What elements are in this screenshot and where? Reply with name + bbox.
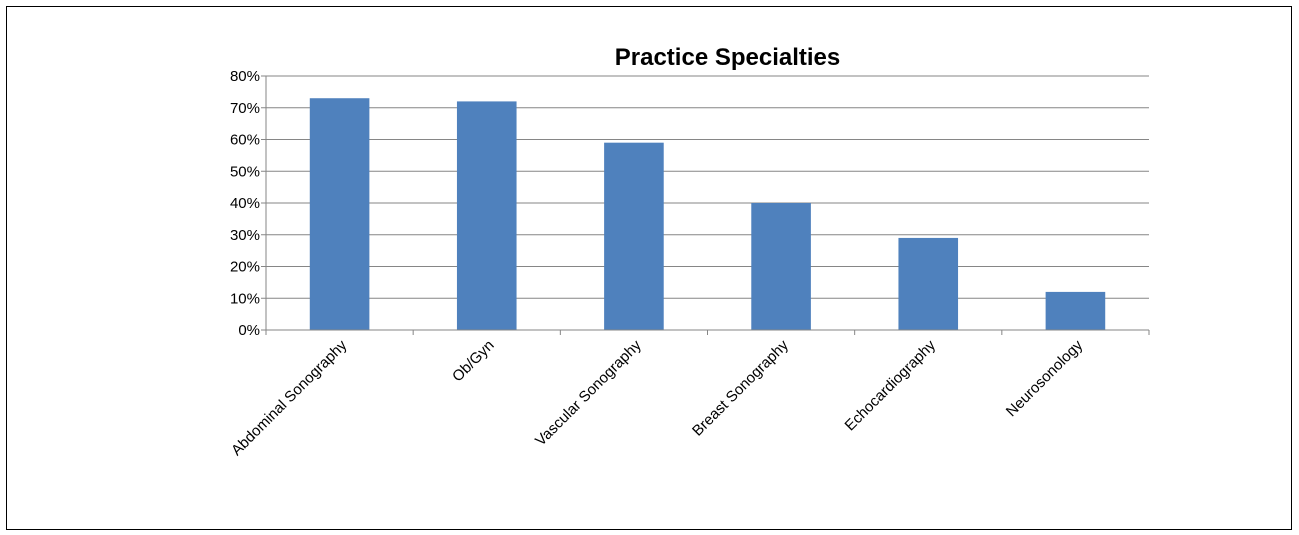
- y-tick-label: 70%: [230, 100, 260, 117]
- y-tick-label: 60%: [230, 132, 260, 149]
- x-category-label: Neurosonology: [1003, 336, 1087, 420]
- y-tick-label: 30%: [230, 227, 260, 244]
- y-tick-label: 20%: [230, 259, 260, 276]
- bar: [456, 101, 517, 331]
- bars: [309, 98, 1106, 331]
- y-tick-labels: 0% 10% 20% 30% 40% 50% 60% 70% 80%: [230, 68, 260, 339]
- x-category-label: Echocardiography: [842, 336, 940, 434]
- bar: [309, 98, 370, 330]
- y-tick-label: 40%: [230, 195, 260, 212]
- x-category-label: Abdominal Sonography: [228, 336, 351, 459]
- bar: [1045, 291, 1106, 330]
- chart-title: Practice Specialties: [615, 44, 840, 71]
- bar: [751, 203, 811, 330]
- x-category-label: Breast Sonography: [689, 336, 792, 439]
- y-tick-label: 50%: [230, 163, 260, 180]
- x-category-label: Vascular Sonography: [532, 336, 645, 449]
- y-tick-label: 0%: [238, 322, 260, 339]
- axes: [265, 76, 1150, 335]
- y-tick-label: 80%: [230, 68, 260, 85]
- x-category-labels: Abdominal Sonography Ob/Gyn Vascular Sonog…: [228, 336, 1086, 459]
- bar: [898, 237, 959, 330]
- gridlines: [261, 75, 1149, 331]
- bar: [604, 142, 664, 330]
- y-tick-label: 10%: [230, 290, 260, 307]
- x-category-label: Ob/Gyn: [449, 337, 498, 386]
